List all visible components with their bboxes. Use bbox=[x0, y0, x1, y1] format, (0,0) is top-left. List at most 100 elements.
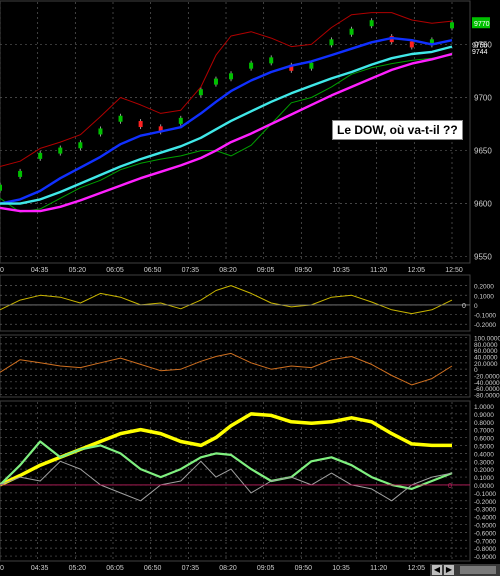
candle-body bbox=[118, 115, 123, 122]
candle-body bbox=[78, 142, 83, 149]
x-tick-label: 12:05 bbox=[408, 267, 426, 274]
series-line-3-0 bbox=[0, 412, 452, 487]
candle-body bbox=[309, 62, 314, 69]
candle-body bbox=[178, 117, 183, 124]
y-tick-label: 0.0000 bbox=[474, 483, 494, 490]
y-tick-label: 0.1000 bbox=[474, 293, 494, 300]
series-line-0-4 bbox=[0, 45, 453, 205]
x-tick-label: 06:50 bbox=[144, 565, 162, 572]
y-tick-label: 0 bbox=[474, 367, 478, 374]
y-tick-label: -0.3000 bbox=[474, 507, 496, 514]
candle-body bbox=[98, 128, 103, 135]
last-price-badge bbox=[472, 17, 490, 29]
candle-body bbox=[349, 28, 354, 35]
scroll-left-icon[interactable]: ◀ bbox=[432, 565, 442, 575]
y-tick-label: -40.0000 bbox=[474, 380, 500, 387]
candle-body bbox=[269, 57, 274, 64]
x-tick-label: 06:05 bbox=[106, 267, 124, 274]
horizontal-scrollbar[interactable]: ◀ ▶ bbox=[430, 564, 500, 576]
panel-frame-2 bbox=[0, 334, 471, 398]
candle-body bbox=[198, 89, 203, 96]
candle-body bbox=[409, 41, 414, 48]
x-tick-label: 09:50 bbox=[295, 267, 313, 274]
y-tick-label: 40.0000 bbox=[474, 355, 498, 362]
series-line-0-5 bbox=[0, 52, 453, 213]
y-tick-label: -0.1000 bbox=[474, 491, 496, 498]
x-tick-label: 09:05 bbox=[257, 565, 275, 572]
series-line-1-0 bbox=[0, 285, 453, 315]
y-tick-label: -20.0000 bbox=[474, 373, 500, 380]
y-tick-label: -60.0000 bbox=[474, 386, 500, 393]
y-tick-label: 0.2000 bbox=[474, 284, 494, 291]
y-tick-label: 0.8000 bbox=[474, 420, 494, 427]
x-tick-label: 10:35 bbox=[332, 565, 350, 572]
y-tick-label: -0.4000 bbox=[474, 515, 496, 522]
y-tick-label: 0.2000 bbox=[474, 467, 494, 474]
y-tick-label: 1.0000 bbox=[474, 404, 494, 411]
y-tick-label: 0.5000 bbox=[474, 443, 494, 450]
series-line-3-2 bbox=[0, 460, 453, 502]
y-tick-label: 0.6000 bbox=[474, 436, 494, 443]
y-tick-label: 0.7000 bbox=[474, 428, 494, 435]
x-tick-label: 07:35 bbox=[182, 267, 200, 274]
y-tick-label: -0.7000 bbox=[474, 538, 496, 545]
y-tick-label: 80.0000 bbox=[474, 342, 498, 349]
y-tick-label: 100.0000 bbox=[474, 336, 500, 343]
panel-frame-0 bbox=[0, 0, 471, 264]
candle-body bbox=[369, 20, 374, 27]
x-tick-label: 12:05 bbox=[408, 565, 426, 572]
y-tick-label: 9650 bbox=[474, 147, 492, 156]
y-tick-label: 0 bbox=[474, 303, 478, 310]
candle-body bbox=[138, 121, 143, 128]
chart-annotation: Le DOW, où va-t-il ?? bbox=[332, 120, 463, 140]
y-tick-label: 0.9000 bbox=[474, 412, 494, 419]
x-tick-label: 11:20 bbox=[370, 565, 387, 572]
y-tick-label: -0.6000 bbox=[474, 530, 496, 537]
series-line-3-1 bbox=[0, 440, 453, 490]
y-tick-label: 60.0000 bbox=[474, 348, 498, 355]
series-line-2-0 bbox=[0, 352, 453, 386]
series-line-0-2 bbox=[0, 54, 453, 213]
candle-body bbox=[289, 64, 294, 71]
scroll-thumb[interactable] bbox=[460, 566, 496, 574]
y-tick-label: -0.1000 bbox=[474, 313, 496, 320]
candle-body bbox=[58, 147, 63, 154]
zero-label: 0 bbox=[462, 303, 466, 310]
x-tick-label: 08:20 bbox=[219, 267, 237, 274]
panel-frame-3 bbox=[0, 400, 471, 562]
candle-body bbox=[450, 22, 454, 29]
y-tick-label: -0.2000 bbox=[474, 499, 496, 506]
panel-frame-1 bbox=[0, 274, 471, 332]
y-tick-label: 9600 bbox=[474, 200, 492, 209]
candle-body bbox=[429, 39, 434, 46]
y-tick-label: 0.1000 bbox=[474, 475, 494, 482]
x-tick-label: 0 bbox=[0, 565, 4, 572]
candle-body bbox=[0, 184, 2, 191]
y-tick-label: 9550 bbox=[474, 253, 492, 262]
x-tick-label: 12:50 bbox=[445, 267, 463, 274]
scroll-right-icon[interactable]: ▶ bbox=[444, 565, 454, 575]
candle-body bbox=[249, 62, 254, 69]
candle-body bbox=[38, 152, 43, 159]
series-line-0-1 bbox=[0, 12, 453, 167]
zero-label: 0 bbox=[448, 483, 452, 490]
x-tick-label: 0 bbox=[0, 267, 4, 274]
y-tick-label: 9700 bbox=[474, 94, 492, 103]
y-tick-label: -0.5000 bbox=[474, 522, 496, 529]
candle-body bbox=[229, 73, 234, 80]
y-tick-label: -0.9000 bbox=[474, 554, 496, 561]
y-tick-label: 0.3000 bbox=[474, 459, 494, 466]
x-tick-label: 04:35 bbox=[31, 565, 49, 572]
y-tick-label: -80.0000 bbox=[474, 392, 500, 399]
candle-body bbox=[213, 78, 218, 85]
y-tick-label: -0.8000 bbox=[474, 546, 496, 553]
x-tick-label: 10:35 bbox=[332, 267, 350, 274]
y-tick-label: 0.4000 bbox=[474, 451, 494, 458]
last-price-label: 9750 bbox=[472, 42, 488, 49]
candle-body bbox=[18, 170, 23, 177]
x-tick-label: 06:50 bbox=[144, 267, 162, 274]
y-tick-label: 20.0000 bbox=[474, 361, 498, 368]
x-tick-label: 06:05 bbox=[106, 565, 124, 572]
x-tick-label: 07:35 bbox=[182, 565, 200, 572]
